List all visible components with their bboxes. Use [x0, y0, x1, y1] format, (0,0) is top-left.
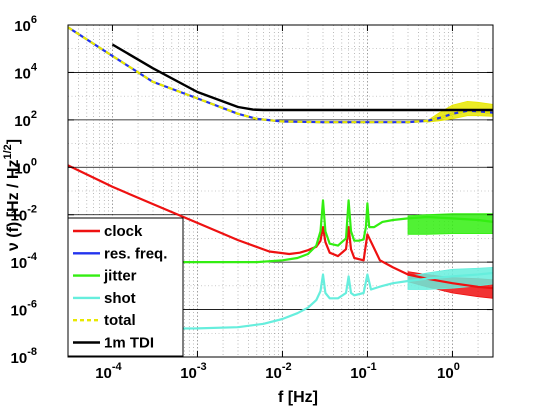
y-tick-label: 10-4 [11, 251, 38, 272]
y-tick-label-exp: 0 [31, 156, 37, 168]
band-fills [407, 100, 493, 299]
y-tick-label: 100 [14, 156, 37, 177]
series-lines [68, 26, 493, 331]
series-line-1m-tdi [111, 43, 493, 112]
y-tick-label-exp: -8 [27, 346, 37, 358]
x-tick-label: 10-2 [265, 361, 291, 382]
series-line-clock [68, 164, 493, 290]
x-tick-label: 10-4 [95, 361, 122, 382]
y-tick-label-base: 10 [14, 113, 31, 130]
x-tick-label: 100 [437, 361, 460, 382]
series-line-shot [68, 271, 493, 331]
y-tick-label: 10-8 [11, 346, 37, 367]
y-tick-label-exp: -6 [27, 299, 37, 311]
y-tick-label-exp: 2 [31, 109, 37, 121]
legend: clock res. freq. jitter shot total 1m TDI [67, 217, 184, 357]
y-tick-label-exp: -4 [27, 251, 38, 263]
x-tick-labels: 10-4 10-3 10-2 10-1 100 [95, 361, 460, 382]
series-line-res-freq [68, 26, 493, 124]
plot-frame [67, 24, 494, 358]
x-tick-label-base: 10 [180, 365, 197, 382]
band-shot [407, 266, 493, 290]
y-tick-label: 106 [14, 14, 37, 35]
x-tick-label-exp: -4 [112, 361, 123, 373]
y-axis-title: ν (f) [Hz / Hz1/2] [2, 139, 22, 251]
y-tick-label: 102 [14, 109, 37, 130]
legend-box [67, 217, 184, 357]
y-tick-label: 10-2 [11, 204, 37, 225]
x-tick-label-base: 10 [437, 365, 454, 382]
y-tick-label-base: 10 [11, 350, 28, 367]
y-tick-label-base: 10 [11, 303, 28, 320]
x-tick-label-exp: -3 [197, 361, 207, 373]
y-tick-label-exp: 4 [31, 61, 38, 73]
y-tick-label-exp: -2 [27, 204, 37, 216]
y-tick-label-base: 10 [14, 65, 31, 82]
x-tick-label-exp: -2 [282, 361, 292, 373]
legend-label: total [104, 312, 136, 329]
y-tick-label-base: 10 [11, 208, 28, 225]
x-tick-label-base: 10 [265, 365, 282, 382]
y-tick-label-base: 10 [11, 255, 28, 272]
x-tick-label-base: 10 [350, 365, 367, 382]
series-line-jitter [68, 199, 493, 264]
x-tick-label: 10-3 [180, 361, 206, 382]
legend-label: clock [104, 223, 143, 240]
x-tick-label-exp: -1 [367, 361, 377, 373]
x-tick-label: 10-1 [350, 361, 376, 382]
y-tick-label: 10-6 [11, 299, 37, 320]
legend-label: res. freq. [104, 245, 167, 262]
x-tick-label-base: 10 [95, 365, 112, 382]
legend-label: jitter [103, 268, 137, 285]
y-axis-title-exp: 1/2 [2, 144, 14, 159]
x-axis-title: f [Hz] [278, 389, 318, 406]
y-axis-title-close: ] [5, 139, 22, 144]
series-line-total [68, 26, 493, 124]
axis-ticks [68, 24, 493, 358]
legend-label: 1m TDI [104, 335, 154, 352]
y-tick-label: 104 [14, 61, 38, 82]
y-tick-label-exp: 6 [31, 14, 37, 26]
grid-lines [67, 24, 494, 358]
legend-items: clock res. freq. jitter shot total 1m TDI [73, 223, 167, 352]
y-tick-label-base: 10 [14, 160, 31, 177]
y-tick-label-base: 10 [14, 18, 31, 35]
legend-label: shot [104, 290, 136, 307]
y-axis-title-main: ν (f) [Hz / Hz [5, 160, 22, 252]
x-tick-label-exp: 0 [454, 361, 460, 373]
